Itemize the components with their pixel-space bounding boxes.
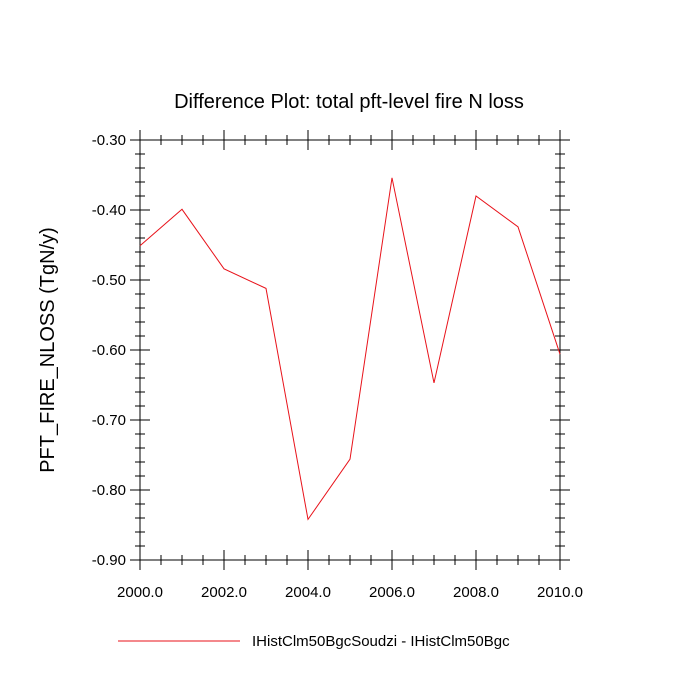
- y-tick-label: -0.40: [92, 202, 126, 219]
- minor-ticks: [135, 135, 565, 565]
- y-tick-label: -0.80: [92, 482, 126, 499]
- y-tick-label: -0.90: [92, 552, 126, 569]
- legend-label: IHistClm50BgcSoudzi - IHistClm50Bgc: [252, 633, 510, 650]
- y-axis-label: PFT_FIRE_NLOSS (TgN/y): [37, 227, 59, 473]
- y-tick-label: -0.30: [92, 132, 126, 149]
- plot-frame: [139, 139, 561, 561]
- chart-title: Difference Plot: total pft-level fire N …: [174, 91, 524, 113]
- y-tick-label: -0.60: [92, 342, 126, 359]
- y-tick-label: -0.50: [92, 272, 126, 289]
- x-tick-labels: 2000.0 2002.0 2004.0 2006.0 2008.0 2010.0: [117, 584, 583, 601]
- x-tick-label: 2002.0: [201, 584, 247, 601]
- legend: IHistClm50BgcSoudzi - IHistClm50Bgc: [118, 633, 510, 650]
- x-tick-label: 2010.0: [537, 584, 583, 601]
- x-tick-label: 2000.0: [117, 584, 163, 601]
- y-tick-labels: -0.30 -0.40 -0.50 -0.60 -0.70 -0.80 -0.90: [92, 132, 126, 569]
- x-tick-label: 2008.0: [453, 584, 499, 601]
- series-lines: [139, 177, 561, 521]
- x-tick-label: 2004.0: [285, 584, 331, 601]
- series-line: [139, 177, 561, 521]
- major-ticks: [130, 130, 570, 570]
- x-tick-label: 2006.0: [369, 584, 415, 601]
- y-tick-label: -0.70: [92, 412, 126, 429]
